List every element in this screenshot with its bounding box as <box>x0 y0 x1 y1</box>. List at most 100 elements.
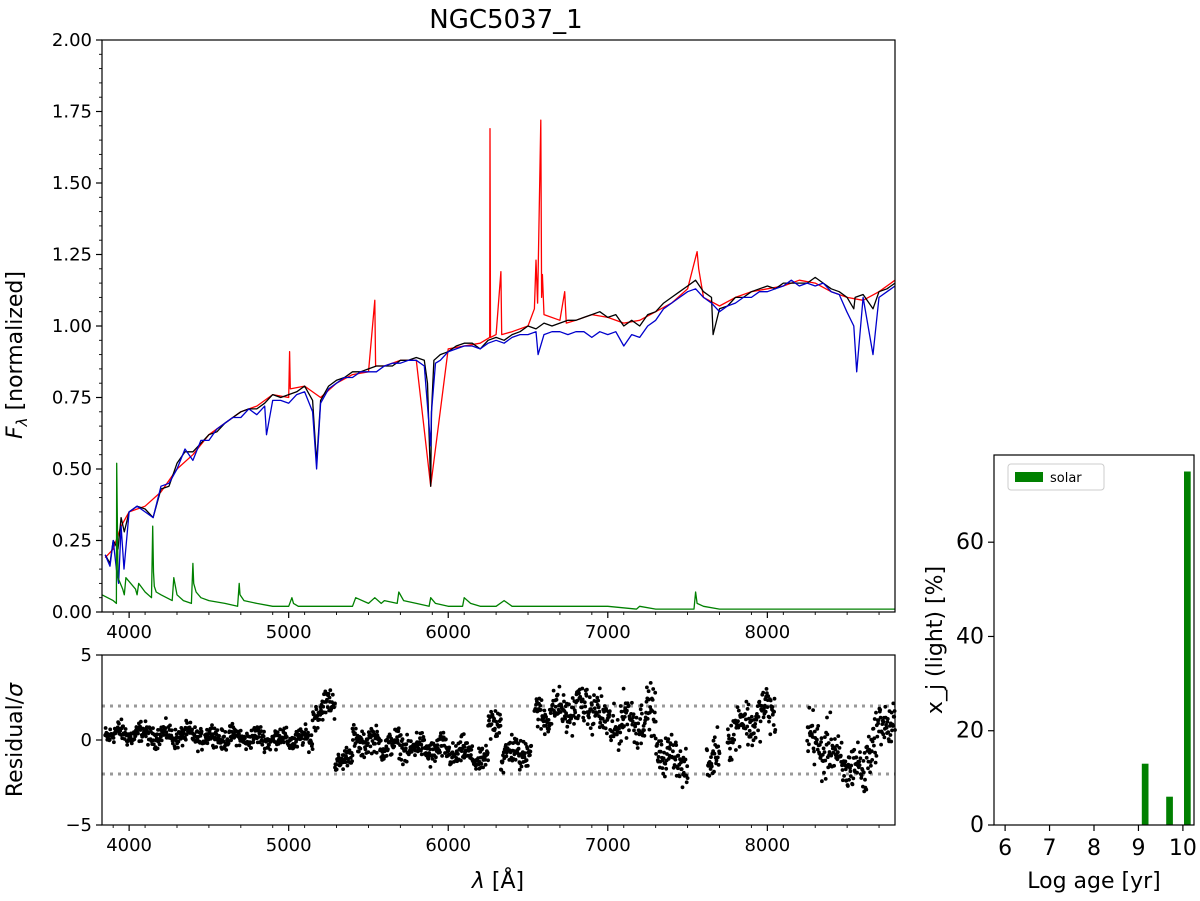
residual-point <box>350 753 355 758</box>
residual-point <box>419 752 424 757</box>
age-xlabel: Log age [yr] <box>1027 869 1161 894</box>
residual-point <box>661 756 666 761</box>
residual-point <box>833 737 837 741</box>
residual-point <box>345 763 350 768</box>
residual-point <box>223 730 228 734</box>
residual-point <box>350 759 354 763</box>
residual-point <box>398 752 403 757</box>
legend-label-solar: solar <box>1050 471 1082 486</box>
residual-point <box>592 706 597 711</box>
residual-point <box>221 739 226 744</box>
residual-point <box>605 731 609 736</box>
residual-point <box>260 742 265 747</box>
residual-point <box>336 752 341 757</box>
residual-point <box>650 698 655 702</box>
residual-point <box>351 738 355 742</box>
residual-point <box>525 763 530 768</box>
residual-point <box>398 743 402 747</box>
residual-point <box>422 738 427 742</box>
residual-point <box>523 742 528 746</box>
residual-point <box>882 735 887 740</box>
residual-point <box>494 719 499 724</box>
residual-point <box>327 695 332 700</box>
residual-point <box>413 753 417 758</box>
residual-point <box>538 703 543 708</box>
residual-point <box>889 739 894 744</box>
residual-point <box>879 742 883 747</box>
residual-point <box>811 746 816 751</box>
residual-point <box>542 732 547 737</box>
residual-point <box>181 731 186 736</box>
residual-point <box>577 691 581 696</box>
residual-point <box>741 723 746 728</box>
residual-point <box>462 745 467 749</box>
residual-point <box>746 702 751 707</box>
residual-point <box>712 769 716 774</box>
residual-point <box>356 749 361 754</box>
residual-point <box>146 742 150 747</box>
residual-point <box>499 717 503 722</box>
residual-point <box>256 735 261 739</box>
residual-point <box>428 747 432 752</box>
residual-point <box>572 722 576 726</box>
residual-point <box>655 742 660 746</box>
residual-point <box>870 758 875 762</box>
residual-point <box>666 737 671 742</box>
residual-point <box>262 729 266 734</box>
residual-point <box>353 726 358 731</box>
residual-point <box>228 724 233 729</box>
residual-point <box>885 720 890 724</box>
residual-point <box>396 726 401 731</box>
residual-point <box>878 715 883 720</box>
residual-point <box>615 729 620 734</box>
residual-point <box>636 721 641 726</box>
residual-point <box>368 732 372 737</box>
residual-point <box>599 694 604 698</box>
residual-point <box>745 724 750 729</box>
residual-point <box>454 744 458 748</box>
residual-point <box>840 768 845 772</box>
residual-point <box>161 733 166 737</box>
residual-point <box>727 736 731 741</box>
spectrum-line-model <box>104 279 896 585</box>
residual-point <box>320 717 325 722</box>
residual-point <box>514 737 519 742</box>
residual-point <box>251 737 256 742</box>
age-y-tick-label: 20 <box>956 719 984 744</box>
residual-point <box>635 741 640 746</box>
residual-point <box>861 759 866 763</box>
residual-point <box>662 750 666 755</box>
residual-point <box>616 748 621 752</box>
residual-point <box>546 718 551 722</box>
residual-point <box>585 687 589 692</box>
residual-point <box>185 721 190 725</box>
residual-point <box>611 713 616 718</box>
residual-point <box>151 742 156 747</box>
residual-point <box>669 732 674 737</box>
residual-point <box>321 704 326 709</box>
residual-point <box>433 759 437 763</box>
residual-point <box>516 741 521 746</box>
residual-point <box>823 777 828 781</box>
residual-point <box>278 727 283 732</box>
residual-point <box>384 753 389 758</box>
residual-point <box>855 770 859 775</box>
residual-point <box>555 692 560 697</box>
residual-point <box>631 715 636 720</box>
residual-point <box>190 727 195 732</box>
residual-point <box>234 743 239 748</box>
residual-point <box>398 733 403 737</box>
residual-point <box>366 741 370 745</box>
residual-point <box>607 712 612 717</box>
residual-point <box>763 709 768 714</box>
residual-point <box>275 730 280 735</box>
residual-point <box>848 769 853 774</box>
residual-point <box>294 737 299 742</box>
residual-point <box>817 751 822 756</box>
residual-point <box>123 727 128 731</box>
residual-point <box>857 759 862 764</box>
residual-point <box>498 723 503 728</box>
spectrum-x-tick-label: 5000 <box>266 622 312 643</box>
residual-point <box>435 743 440 747</box>
residual-point <box>759 703 764 708</box>
